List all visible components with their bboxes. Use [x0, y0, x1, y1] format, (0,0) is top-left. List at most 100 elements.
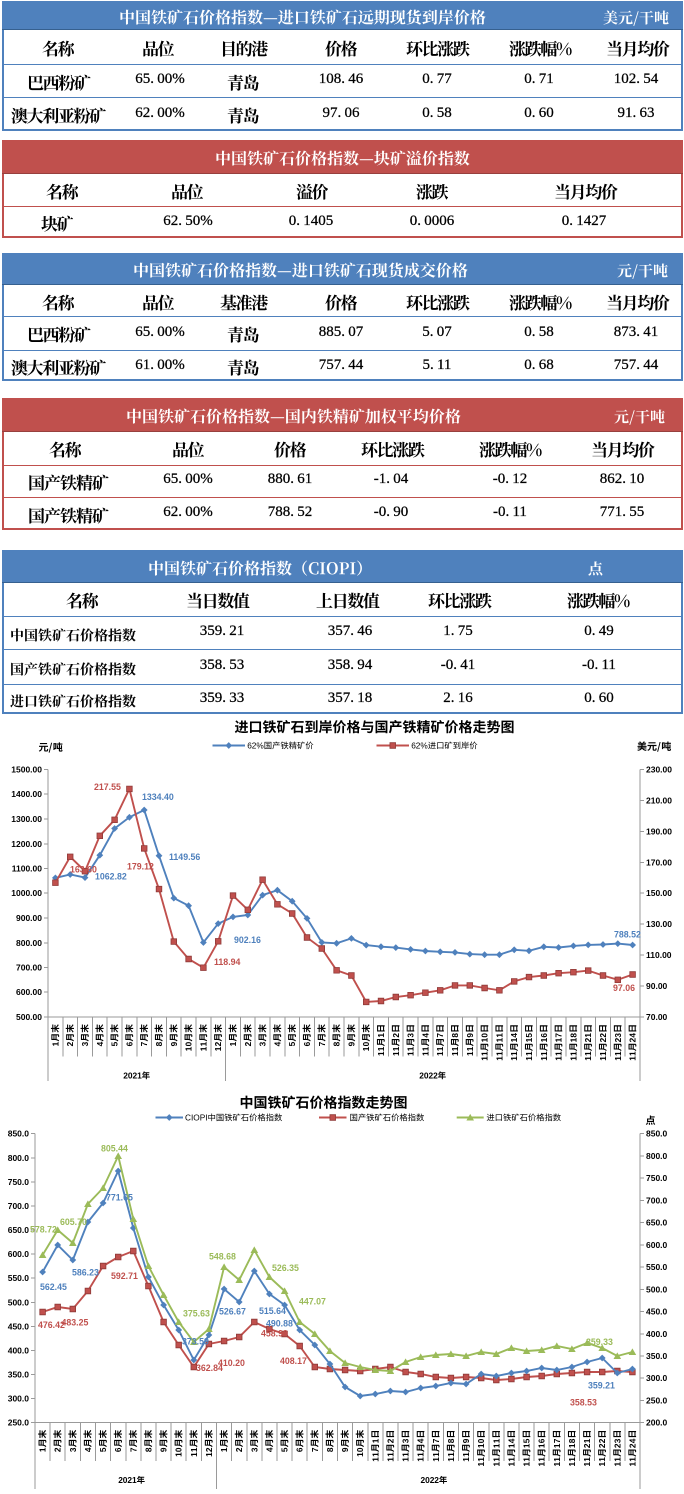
svg-text:0: 0 [184, 1041, 194, 1046]
svg-text:97.06: 97.06 [613, 983, 635, 993]
svg-text:1: 1 [613, 1056, 623, 1061]
svg-text:650.0: 650.0 [8, 1225, 30, 1235]
svg-text:4: 4 [628, 1033, 638, 1038]
svg-text:130.00: 130.00 [646, 919, 672, 929]
svg-text:1: 1 [582, 1438, 592, 1443]
svg-text:550.0: 550.0 [8, 1273, 30, 1283]
svg-text:1: 1 [416, 1457, 426, 1462]
svg-text:1: 1 [491, 1443, 501, 1448]
svg-text:4: 4 [272, 1041, 282, 1046]
svg-text:8: 8 [143, 1447, 153, 1452]
svg-text:1: 1 [539, 1051, 549, 1056]
svg-text:750.0: 750.0 [8, 1177, 30, 1187]
svg-text:6: 6 [295, 1447, 305, 1452]
svg-text:1: 1 [184, 1046, 194, 1051]
svg-text:410.20: 410.20 [218, 1358, 245, 1368]
svg-text:1: 1 [401, 1452, 411, 1457]
svg-text:1100.00: 1100.00 [12, 864, 43, 874]
svg-text:1: 1 [406, 1051, 416, 1056]
svg-text:1: 1 [480, 1056, 490, 1061]
svg-text:1: 1 [522, 1443, 532, 1448]
svg-text:9: 9 [169, 1041, 179, 1046]
svg-text:1300.00: 1300.00 [11, 814, 42, 824]
svg-text:5: 5 [98, 1447, 108, 1452]
svg-text:450.0: 450.0 [8, 1321, 30, 1331]
svg-text:1: 1 [567, 1457, 577, 1462]
svg-text:1: 1 [524, 1037, 534, 1042]
svg-text:9: 9 [159, 1447, 169, 1452]
svg-text:1: 1 [628, 1051, 638, 1056]
svg-text:6: 6 [539, 1033, 549, 1038]
svg-text:7: 7 [317, 1041, 327, 1046]
svg-text:1: 1 [552, 1443, 562, 1448]
svg-text:CIOPI: CIOPI [185, 1113, 208, 1123]
svg-text:4: 4 [506, 1438, 516, 1443]
svg-text:1: 1 [391, 1051, 401, 1056]
svg-text:2: 2 [421, 1475, 426, 1485]
svg-text:190.00: 190.00 [646, 826, 672, 836]
svg-text:1: 1 [480, 1037, 490, 1042]
svg-text:250.0: 250.0 [8, 1418, 30, 1428]
svg-text:1: 1 [219, 1447, 229, 1452]
svg-text:1: 1 [174, 1452, 184, 1457]
svg-text:3: 3 [80, 1041, 90, 1046]
svg-text:2: 2 [65, 1041, 75, 1046]
svg-text:1: 1 [376, 1046, 386, 1051]
svg-text:1: 1 [370, 1457, 380, 1462]
svg-text:500.00: 500.00 [16, 1012, 42, 1022]
svg-text:1: 1 [582, 1457, 592, 1462]
svg-text:1: 1 [554, 1051, 564, 1056]
svg-text:230.00: 230.00 [646, 765, 672, 775]
svg-text:1: 1 [582, 1462, 592, 1467]
svg-text:800.0: 800.0 [8, 1153, 30, 1163]
svg-text:2: 2 [204, 1447, 214, 1452]
svg-text:9: 9 [346, 1041, 356, 1046]
svg-text:548.68: 548.68 [209, 1252, 236, 1262]
svg-text:1: 1 [370, 1452, 380, 1457]
svg-text:1: 1 [416, 1452, 426, 1457]
svg-text:550.0: 550.0 [646, 1262, 668, 1272]
svg-text:1: 1 [391, 1046, 401, 1051]
svg-text:1: 1 [435, 1046, 445, 1051]
svg-text:0: 0 [128, 1071, 133, 1081]
svg-text:600.00: 600.00 [16, 987, 42, 997]
svg-text:7: 7 [431, 1438, 441, 1443]
svg-text:4: 4 [509, 1033, 519, 1038]
svg-text:1: 1 [361, 1046, 371, 1051]
svg-text:62%: 62% [247, 741, 264, 751]
svg-text:1: 1 [198, 1046, 208, 1051]
svg-text:850.0: 850.0 [646, 1129, 668, 1139]
svg-text:562.45: 562.45 [40, 1282, 67, 1292]
svg-text:7: 7 [552, 1438, 562, 1443]
svg-text:1: 1 [376, 1033, 386, 1038]
svg-text:592.71: 592.71 [111, 1271, 138, 1281]
svg-text:1: 1 [189, 1447, 199, 1452]
svg-text:2: 2 [123, 1071, 128, 1081]
svg-text:600.0: 600.0 [8, 1249, 30, 1259]
svg-text:1: 1 [554, 1037, 564, 1042]
svg-text:0: 0 [174, 1447, 184, 1452]
svg-text:1: 1 [598, 1056, 608, 1061]
svg-text:500.0: 500.0 [646, 1284, 668, 1294]
svg-text:4: 4 [95, 1041, 105, 1046]
svg-text:600.0: 600.0 [646, 1240, 668, 1250]
svg-text:1334.40: 1334.40 [142, 792, 174, 802]
svg-text:4: 4 [627, 1438, 637, 1443]
svg-text:650.0: 650.0 [646, 1218, 668, 1228]
svg-text:8: 8 [332, 1041, 342, 1046]
svg-text:1: 1 [583, 1033, 593, 1038]
svg-text:1: 1 [509, 1051, 519, 1056]
svg-text:1: 1 [539, 1056, 549, 1061]
svg-text:1: 1 [537, 1457, 547, 1462]
svg-text:1400.00: 1400.00 [11, 789, 42, 799]
svg-text:1: 1 [522, 1457, 532, 1462]
svg-text:1: 1 [552, 1462, 562, 1467]
svg-text:408.17: 408.17 [280, 1356, 307, 1366]
svg-text:1: 1 [446, 1457, 456, 1462]
svg-text:1: 1 [450, 1046, 460, 1051]
svg-text:1: 1 [524, 1056, 534, 1061]
svg-text:210.00: 210.00 [646, 795, 672, 805]
svg-text:2: 2 [127, 1475, 132, 1485]
svg-text:2: 2 [419, 1071, 424, 1081]
svg-text:1: 1 [506, 1443, 516, 1448]
